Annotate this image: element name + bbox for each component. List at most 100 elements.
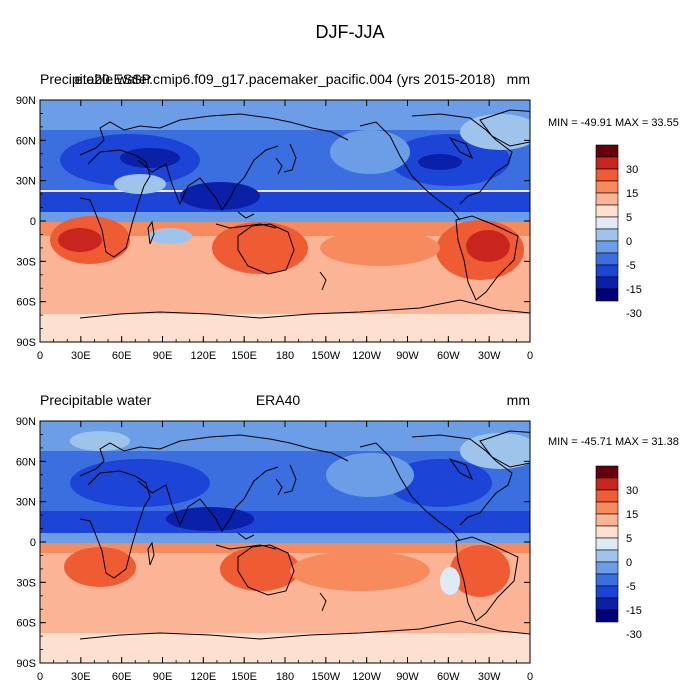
x-tick-label: 60W xyxy=(437,350,460,362)
colorbar-swatch xyxy=(595,537,619,551)
x-tick-label: 90E xyxy=(153,350,173,362)
tick-marks xyxy=(39,420,531,664)
y-tick-label: 30S xyxy=(16,256,36,268)
units-label: mm xyxy=(507,392,530,408)
colorbar-label: -15 xyxy=(626,284,642,296)
x-tick-label: 120W xyxy=(352,671,381,683)
colorbar-swatch xyxy=(595,573,619,587)
x-axis-labels: 0 30E 60E 90E 120E 150E 180 150W 120W 90W 60W 30W 0 xyxy=(37,350,533,362)
y-tick-label: 60N xyxy=(16,456,36,468)
colorbar-label: 0 xyxy=(626,557,632,569)
colorbar-swatch xyxy=(595,180,619,194)
x-tick-label: 90W xyxy=(396,350,419,362)
colorbar-swatch xyxy=(595,168,619,182)
x-tick-label: 150E xyxy=(231,350,257,362)
colorbar-swatch xyxy=(595,561,619,575)
colorbar-label: 15 xyxy=(626,188,638,200)
colorbar-label: -5 xyxy=(626,260,636,272)
colorbar-swatch xyxy=(595,465,619,479)
tick-marks xyxy=(39,99,531,343)
min-max-text: MIN = -45.71 MAX = 31.38 xyxy=(548,436,679,448)
case-label: ERA40 xyxy=(256,392,301,408)
colorbar-label: -30 xyxy=(626,629,642,641)
x-tick-label: 90E xyxy=(153,671,173,683)
colorbar-swatch xyxy=(595,597,619,611)
y-tick-label: 30N xyxy=(16,176,36,188)
map-field xyxy=(40,421,530,663)
y-axis-labels: 90N 60N 30N 0 30S 60S 90S xyxy=(16,95,36,349)
colorbar-swatch xyxy=(595,549,619,563)
x-tick-label: 120E xyxy=(190,671,216,683)
y-axis-labels: 90N 60N 30N 0 30S 60S 90S xyxy=(16,416,36,670)
x-tick-label: 30E xyxy=(71,671,91,683)
colorbar-swatch xyxy=(595,525,619,539)
x-tick-label: 60E xyxy=(112,671,132,683)
x-tick-label: 60W xyxy=(437,671,460,683)
colorbar-swatch xyxy=(595,144,619,158)
colorbar-label: 0 xyxy=(626,236,632,248)
variable-label: Precipitable water xyxy=(40,71,152,87)
min-max-text: MIN = -49.91 MAX = 33.55 xyxy=(548,117,679,129)
y-tick-label: 90N xyxy=(16,95,36,107)
colorbar-swatch xyxy=(595,585,619,599)
x-axis-labels: 0 30E 60E 90E 120E 150E 180 150W 120W 90W 60W 30W 0 xyxy=(37,671,533,683)
y-tick-label: 60S xyxy=(16,297,36,309)
x-tick-label: 0 xyxy=(527,671,533,683)
y-tick-label: 60N xyxy=(16,135,36,147)
colorbar-label: 5 xyxy=(626,533,632,545)
y-tick-label: 30N xyxy=(16,497,36,509)
x-tick-label: 0 xyxy=(37,350,43,362)
x-tick-label: 0 xyxy=(527,350,533,362)
colorbar-label: -15 xyxy=(626,605,642,617)
colorbar-swatch xyxy=(595,609,619,623)
colorbar-swatch xyxy=(595,264,619,278)
x-tick-label: 180 xyxy=(276,350,294,362)
x-tick-label: 150W xyxy=(311,671,340,683)
colorbar-swatch xyxy=(595,288,619,302)
x-tick-label: 60E xyxy=(112,350,132,362)
colorbar: 30 15 5 0 -5 -15 -30 xyxy=(595,144,642,320)
colorbar-swatch xyxy=(595,513,619,527)
colorbar-swatch xyxy=(595,276,619,290)
colorbar-swatch xyxy=(595,228,619,242)
colorbar: 30 15 5 0 -5 -15 -30 xyxy=(595,465,642,641)
y-tick-label: 30S xyxy=(16,577,36,589)
x-tick-label: 30W xyxy=(478,671,501,683)
x-tick-label: 120W xyxy=(352,350,381,362)
x-tick-label: 180 xyxy=(276,671,294,683)
colorbar-label: 30 xyxy=(626,485,638,497)
y-tick-label: 60S xyxy=(16,618,36,630)
map-panel-top: Precipitable water e.e20.ESSP.cmip6.f09_… xyxy=(16,71,679,362)
x-tick-label: 0 xyxy=(37,671,43,683)
colorbar-label: 5 xyxy=(626,212,632,224)
colorbar-swatch xyxy=(595,192,619,206)
x-tick-label: 150W xyxy=(311,350,340,362)
x-tick-label: 120E xyxy=(190,350,216,362)
y-tick-label: 0 xyxy=(30,216,36,228)
y-tick-label: 90S xyxy=(16,337,36,349)
variable-label: Precipitable water xyxy=(40,392,152,408)
colorbar-label: 15 xyxy=(626,509,638,521)
colorbar-label: -5 xyxy=(626,581,636,593)
y-tick-label: 0 xyxy=(30,537,36,549)
colorbar-swatch xyxy=(595,501,619,515)
colorbar-swatch xyxy=(595,216,619,230)
y-tick-label: 90N xyxy=(16,416,36,428)
y-tick-label: 90S xyxy=(16,658,36,670)
colorbar-swatch xyxy=(595,156,619,170)
colorbar-swatch xyxy=(595,240,619,254)
colorbar-label: 30 xyxy=(626,164,638,176)
colorbar-swatch xyxy=(595,252,619,266)
colorbar-swatch xyxy=(595,477,619,491)
colorbar-swatch xyxy=(595,204,619,218)
x-tick-label: 30E xyxy=(71,350,91,362)
colorbar-swatch xyxy=(595,489,619,503)
x-tick-label: 90W xyxy=(396,671,419,683)
x-tick-label: 150E xyxy=(231,671,257,683)
map-field xyxy=(40,100,530,342)
units-label: mm xyxy=(507,71,530,87)
x-tick-label: 30W xyxy=(478,350,501,362)
map-panel-bottom: Precipitable water ERA40 mm xyxy=(16,392,679,683)
colorbar-label: -30 xyxy=(626,308,642,320)
